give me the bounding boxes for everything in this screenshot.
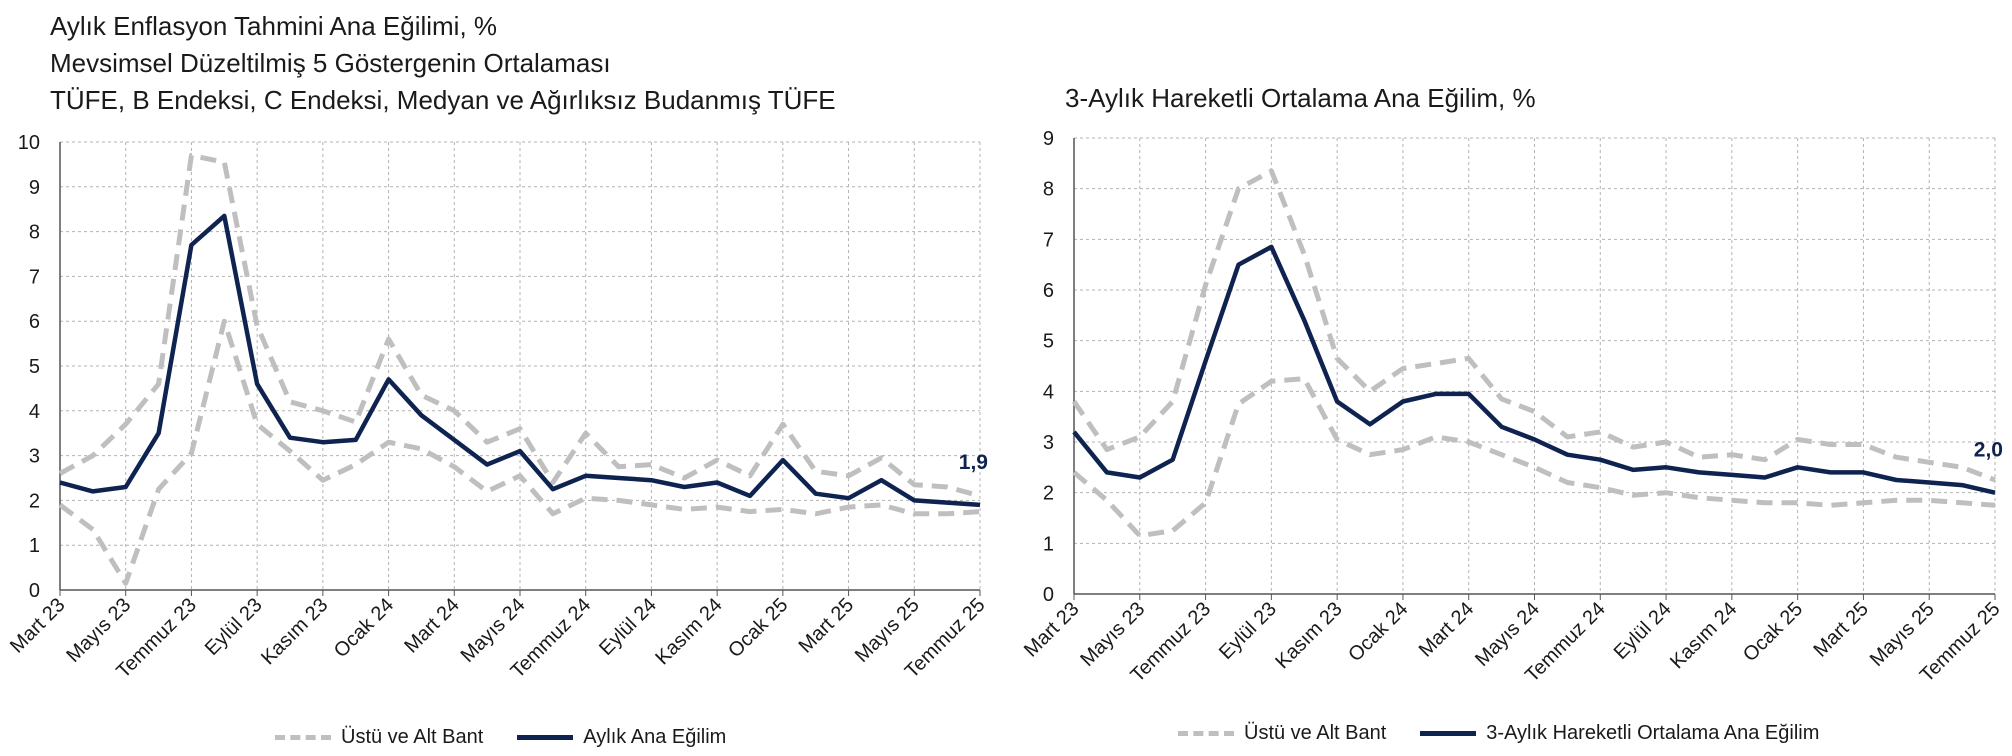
legend-item-main: 3-Aylık Hareketli Ortalama Ana Eğilim bbox=[1420, 722, 1819, 745]
left-ytick-label: 6 bbox=[29, 311, 40, 333]
right-ytick-label: 9 bbox=[1043, 128, 1054, 150]
left-ytick-label: 8 bbox=[29, 222, 40, 244]
right-series-band-upper-line bbox=[1071, 168, 1996, 483]
right-xtick-label: Ocak 24 bbox=[1344, 598, 1412, 666]
legend-swatch-main bbox=[1420, 731, 1477, 736]
left-series-band-lower-line bbox=[58, 318, 981, 586]
left-ytick-label: 5 bbox=[29, 356, 40, 378]
left-xtick-label: Eylül 24 bbox=[595, 594, 661, 660]
left-chart-title: Aylık Enflasyon Tahmini Ana Eğilimi, % M… bbox=[50, 8, 836, 119]
left-series-band-upper-line bbox=[58, 152, 981, 499]
left-xtick-label: Ocak 24 bbox=[330, 594, 398, 662]
right-xtick-label: Mart 24 bbox=[1415, 598, 1479, 662]
left-ytick-label: 10 bbox=[18, 132, 40, 154]
left-ytick-label: 4 bbox=[29, 401, 40, 423]
left-xtick-label: Ocak 25 bbox=[724, 594, 792, 662]
right-xtick-label: Mart 25 bbox=[1809, 598, 1873, 662]
left-xtick-label: Kasım 23 bbox=[257, 594, 332, 669]
legend-item-band: Üstü ve Alt Bant bbox=[275, 726, 483, 749]
left-title-line-3: TÜFE, B Endeksi, C Endeksi, Medyan ve Ağ… bbox=[50, 85, 836, 115]
left-title-line-1: Aylık Enflasyon Tahmini Ana Eğilimi, % bbox=[50, 11, 498, 41]
left-ytick-label: 3 bbox=[29, 446, 40, 468]
right-xtick-label: Kasım 24 bbox=[1666, 598, 1741, 673]
left-ytick-label: 1 bbox=[29, 535, 40, 557]
right-ytick-label: 1 bbox=[1043, 533, 1054, 555]
right-xtick-label: Eylül 23 bbox=[1215, 598, 1281, 664]
left-xtick-label: Eylül 23 bbox=[201, 594, 267, 660]
legend-swatch-band bbox=[275, 735, 331, 740]
right-ytick-label: 8 bbox=[1043, 179, 1054, 201]
left-legend: Üstü ve Alt Bant Aylık Ana Eğilim bbox=[275, 726, 760, 749]
left-ytick-label: 0 bbox=[29, 580, 40, 602]
right-series-main-line bbox=[1072, 244, 1996, 495]
left-ytick-label: 7 bbox=[29, 266, 40, 288]
legend-swatch-main bbox=[517, 735, 574, 740]
left-ytick-label: 9 bbox=[29, 177, 40, 199]
left-end-value-label: 1,9 bbox=[959, 451, 988, 474]
right-ytick-label: 7 bbox=[1043, 229, 1054, 251]
left-xtick-label: Mart 23 bbox=[6, 594, 70, 658]
legend-item-band: Üstü ve Alt Bant bbox=[1178, 722, 1386, 745]
right-xtick-label: Ocak 25 bbox=[1739, 598, 1807, 666]
right-xtick-label: Mart 23 bbox=[1020, 598, 1084, 662]
legend-label-band: Üstü ve Alt Bant bbox=[341, 726, 484, 748]
right-ytick-label: 3 bbox=[1043, 432, 1054, 454]
legend-label-main: Aylık Ana Eğilim bbox=[583, 726, 727, 748]
right-ytick-label: 0 bbox=[1043, 584, 1054, 606]
left-xtick-label: Mart 24 bbox=[400, 594, 464, 658]
left-xtick-label: Mart 25 bbox=[795, 594, 859, 658]
legend-label-main: 3-Aylık Hareketli Ortalama Ana Eğilim bbox=[1486, 722, 1820, 744]
right-ytick-label: 6 bbox=[1043, 280, 1054, 302]
right-ytick-label: 4 bbox=[1043, 381, 1054, 403]
left-title-line-2: Mevsimsel Düzeltilmiş 5 Göstergenin Orta… bbox=[50, 48, 611, 78]
legend-swatch-band bbox=[1178, 731, 1234, 736]
right-ytick-label: 5 bbox=[1043, 331, 1054, 353]
right-end-value-label: 2,0 bbox=[1974, 439, 2003, 462]
right-xtick-label: Eylül 24 bbox=[1610, 598, 1676, 664]
left-series-main-line bbox=[59, 213, 981, 508]
right-chart-title: 3-Aylık Hareketli Ortalama Ana Eğilim, % bbox=[1065, 80, 1536, 117]
legend-label-band: Üstü ve Alt Bant bbox=[1244, 722, 1387, 744]
left-ytick-label: 2 bbox=[29, 490, 40, 512]
left-xtick-label: Kasım 24 bbox=[651, 594, 726, 669]
right-legend: Üstü ve Alt Bant 3-Aylık Hareketli Ortal… bbox=[1178, 722, 1853, 745]
right-series-band-lower-line bbox=[1072, 376, 1996, 539]
right-title-line-1: 3-Aylık Hareketli Ortalama Ana Eğilim, % bbox=[1065, 83, 1536, 113]
right-ytick-label: 2 bbox=[1043, 483, 1054, 505]
legend-item-main: Aylık Ana Eğilim bbox=[517, 726, 726, 749]
right-xtick-label: Kasım 23 bbox=[1271, 598, 1346, 673]
